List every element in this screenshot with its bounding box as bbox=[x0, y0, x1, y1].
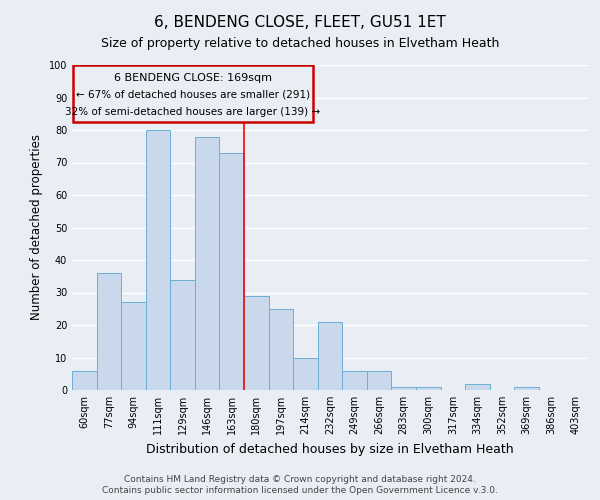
Bar bbox=[121, 302, 146, 390]
Bar bbox=[170, 280, 195, 390]
Bar bbox=[293, 358, 318, 390]
Bar bbox=[269, 308, 293, 390]
Bar bbox=[72, 370, 97, 390]
Text: 32% of semi-detached houses are larger (139) →: 32% of semi-detached houses are larger (… bbox=[65, 107, 320, 117]
Bar bbox=[391, 387, 416, 390]
Text: Contains HM Land Registry data © Crown copyright and database right 2024.: Contains HM Land Registry data © Crown c… bbox=[124, 475, 476, 484]
Bar bbox=[465, 384, 490, 390]
Bar bbox=[367, 370, 391, 390]
Text: ← 67% of detached houses are smaller (291): ← 67% of detached houses are smaller (29… bbox=[76, 89, 310, 99]
Text: Size of property relative to detached houses in Elvetham Heath: Size of property relative to detached ho… bbox=[101, 38, 499, 51]
Bar bbox=[514, 387, 539, 390]
Text: 6, BENDENG CLOSE, FLEET, GU51 1ET: 6, BENDENG CLOSE, FLEET, GU51 1ET bbox=[154, 15, 446, 30]
Bar bbox=[195, 136, 220, 390]
Bar bbox=[416, 387, 440, 390]
Y-axis label: Number of detached properties: Number of detached properties bbox=[30, 134, 43, 320]
Bar bbox=[244, 296, 269, 390]
Text: 6 BENDENG CLOSE: 169sqm: 6 BENDENG CLOSE: 169sqm bbox=[114, 73, 272, 83]
X-axis label: Distribution of detached houses by size in Elvetham Heath: Distribution of detached houses by size … bbox=[146, 442, 514, 456]
Bar bbox=[220, 153, 244, 390]
FancyBboxPatch shape bbox=[73, 65, 313, 122]
Text: Contains public sector information licensed under the Open Government Licence v.: Contains public sector information licen… bbox=[102, 486, 498, 495]
Bar bbox=[146, 130, 170, 390]
Bar bbox=[97, 273, 121, 390]
Bar bbox=[342, 370, 367, 390]
Bar bbox=[318, 322, 342, 390]
